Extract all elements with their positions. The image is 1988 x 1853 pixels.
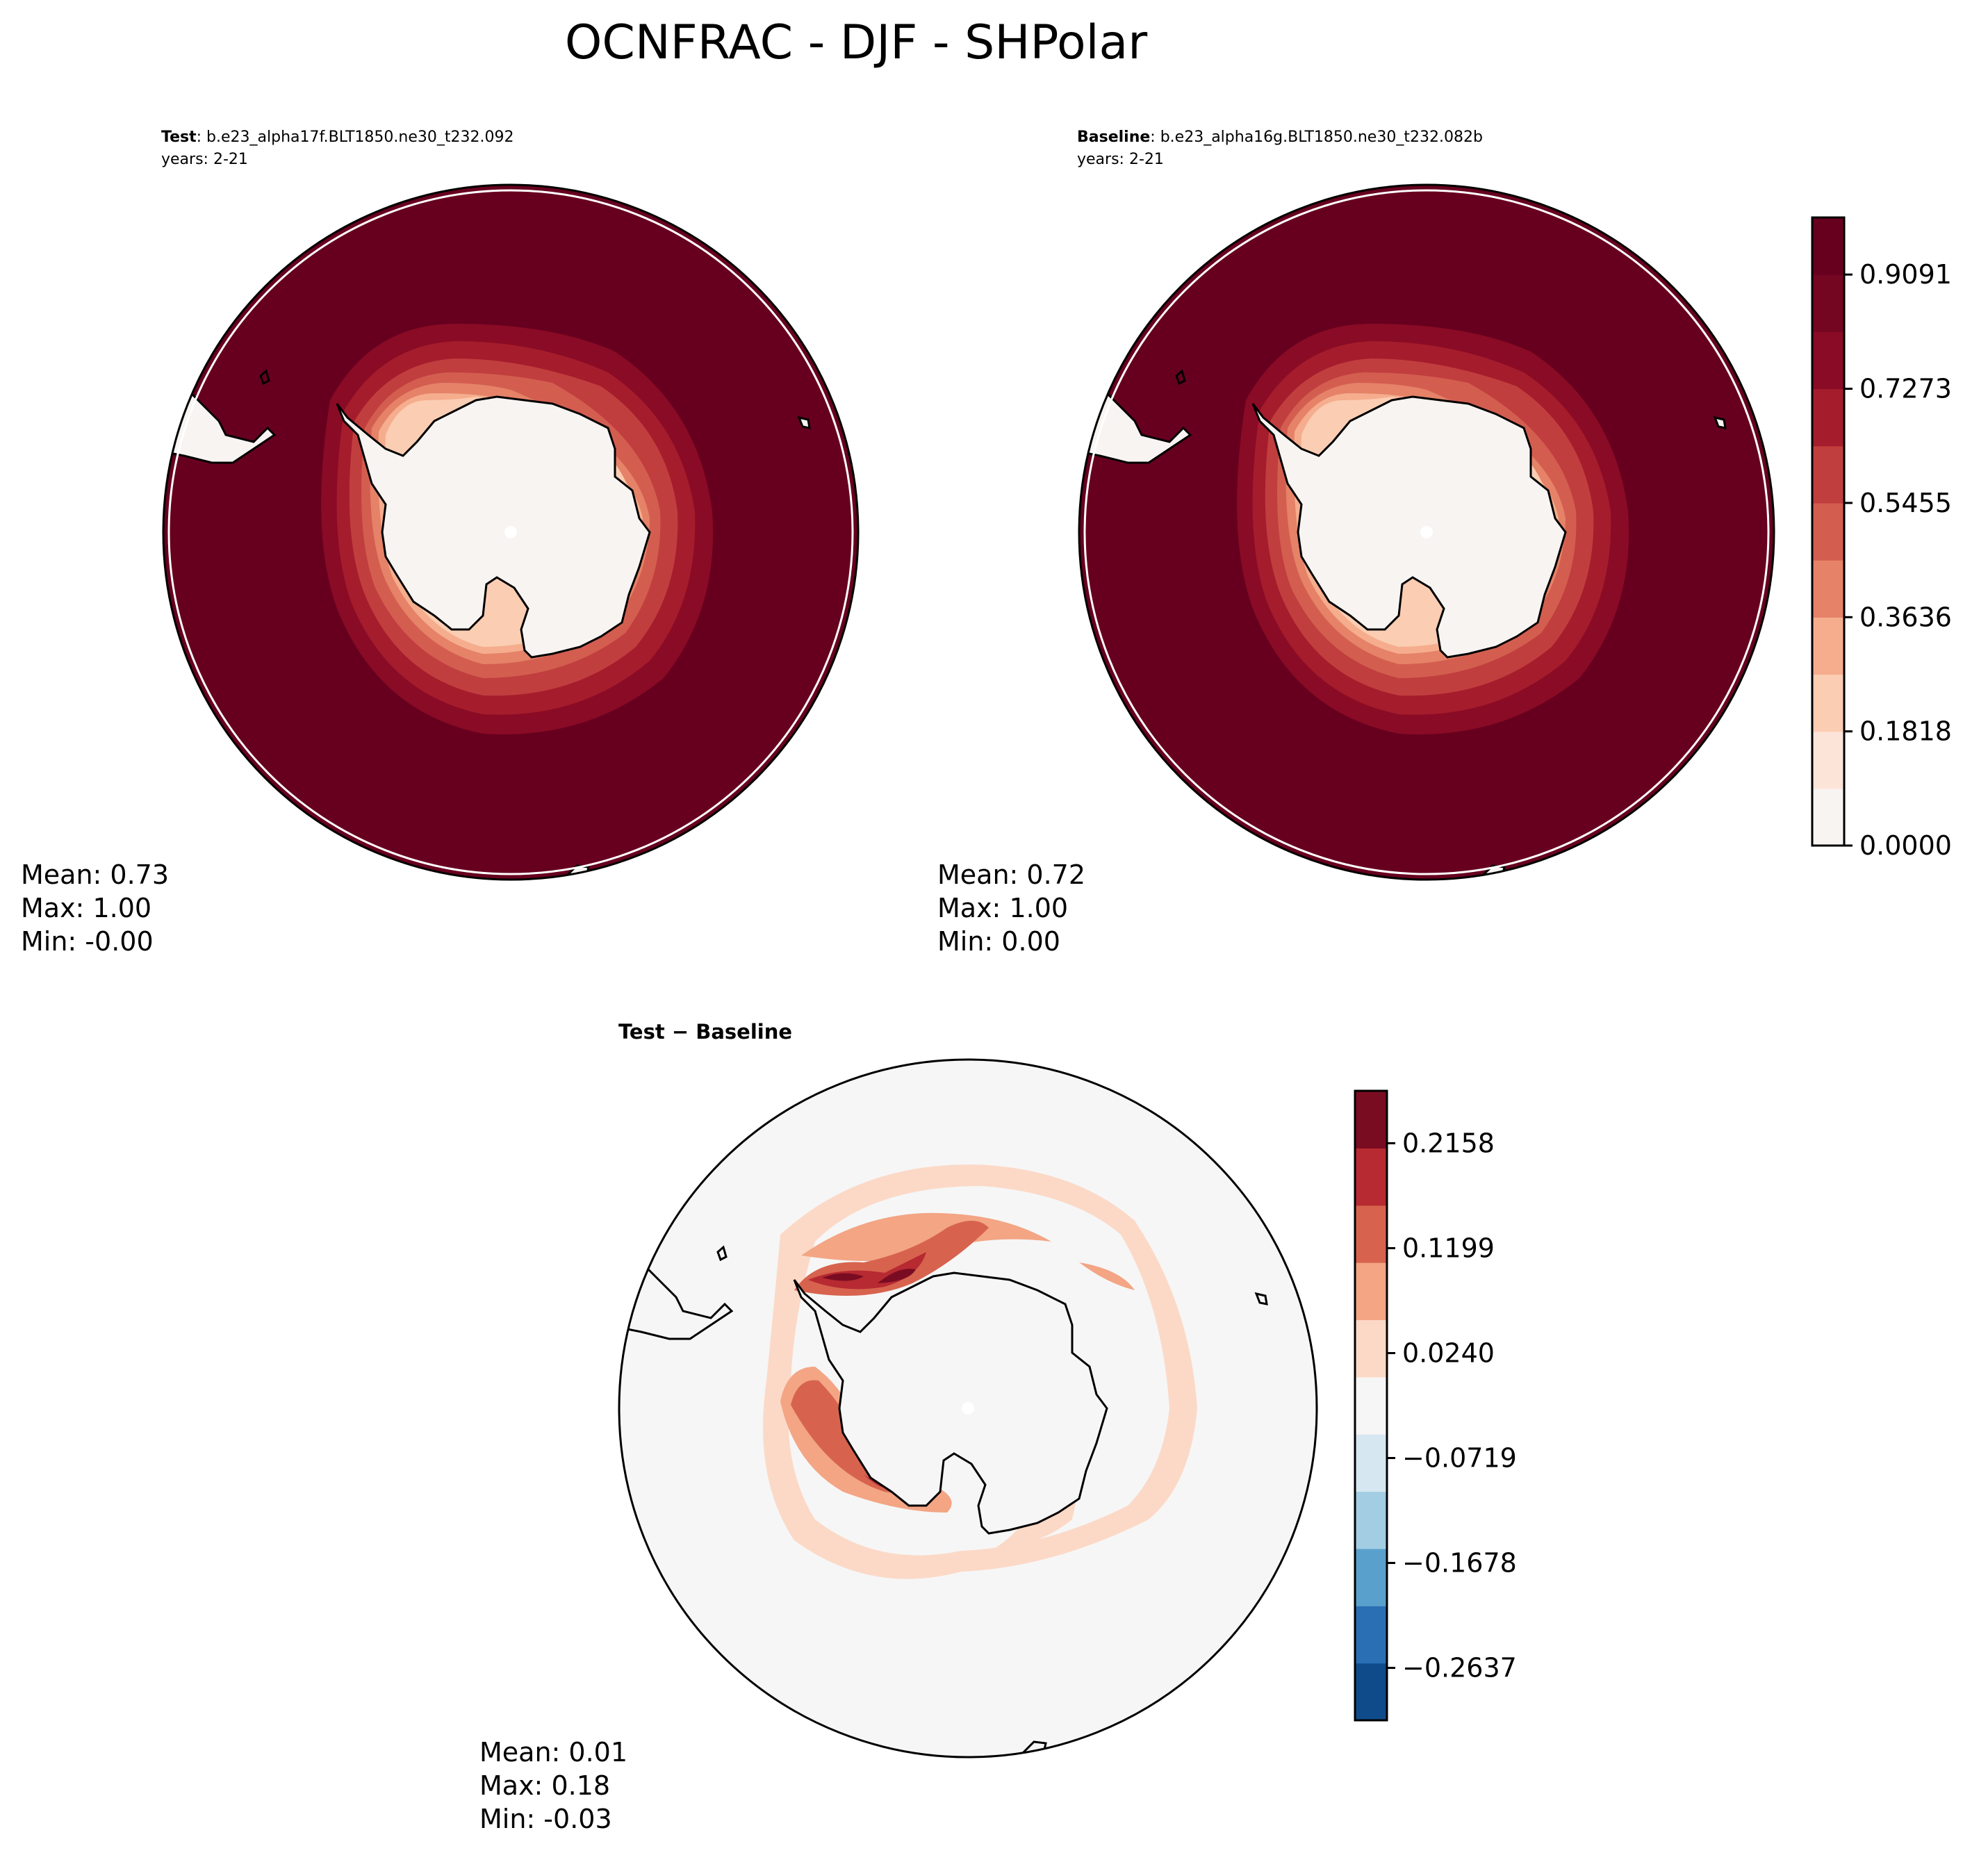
colorbar-diff-tick-label: 0.1199 xyxy=(1402,1233,1495,1263)
colorbar-diff-segment xyxy=(1355,1148,1387,1206)
test-label: Test: b.e23_alpha17f.BLT1850.ne30_t232.0… xyxy=(161,129,514,146)
baseline-boundary xyxy=(1078,183,1775,881)
colorbar-main-segment xyxy=(1812,788,1844,846)
colorbar-main-segment xyxy=(1812,674,1844,732)
diff-max: Max: 0.18 xyxy=(479,1770,610,1801)
colorbar-main-segment xyxy=(1812,560,1844,618)
colorbar-main-segment xyxy=(1812,445,1844,504)
colorbar-diff-segment xyxy=(1355,1606,1387,1664)
diff-boundary xyxy=(618,1058,1318,1759)
colorbar-diff-segment xyxy=(1355,1376,1387,1435)
colorbar-main-tick-label: 0.3636 xyxy=(1859,602,1952,632)
colorbar-diff-segment xyxy=(1355,1091,1387,1148)
colorbar-main-segment xyxy=(1812,388,1844,447)
diff-panel: Test − Baseline xyxy=(479,1020,1318,1834)
colorbar-diff-tick-label: −0.2637 xyxy=(1402,1653,1517,1683)
colorbar-main-segment xyxy=(1812,617,1844,675)
test-min: Min: -0.00 xyxy=(21,926,154,957)
test-panel: Test: b.e23_alpha17f.BLT1850.ne30_t232.0… xyxy=(21,129,872,957)
baseline-min: Min: 0.00 xyxy=(937,926,1060,957)
baseline-mean: Mean: 0.72 xyxy=(937,859,1085,890)
test-years: years: 2-21 xyxy=(161,151,248,168)
colorbar-diff-tick-label: −0.0719 xyxy=(1402,1443,1517,1474)
colorbar-diff-tick-label: −0.1678 xyxy=(1402,1548,1517,1579)
colorbar-diff-tick-label: 0.2158 xyxy=(1402,1128,1495,1158)
colorbar-diff-frame xyxy=(1354,1089,1388,1722)
colorbar-main-segment xyxy=(1812,331,1844,390)
colorbar-main-tick-label: 0.0000 xyxy=(1859,830,1952,861)
test-boundary xyxy=(162,183,860,881)
baseline-label: Baseline: b.e23_alpha16g.BLT1850.ne30_t2… xyxy=(1077,129,1483,146)
colorbar-diff-segment xyxy=(1355,1434,1387,1492)
colorbar-diff-segment xyxy=(1355,1319,1387,1378)
baseline-map xyxy=(1065,171,1788,893)
colorbar-diff-segment xyxy=(1355,1491,1387,1549)
test-max: Max: 1.00 xyxy=(21,893,151,923)
colorbar-diff-segment xyxy=(1355,1262,1387,1321)
diff-mean: Mean: 0.01 xyxy=(479,1737,627,1768)
diff-min: Min: -0.03 xyxy=(479,1804,612,1834)
colorbar-main-tick-label: 0.5455 xyxy=(1859,488,1952,518)
colorbar-main-segment xyxy=(1812,731,1844,789)
colorbar-diff-segment xyxy=(1355,1663,1387,1721)
colorbar-main: 0.0000 0.1818 0.3636 0.5455 0.7273 0.9091 xyxy=(1811,216,1952,861)
baseline-years: years: 2-21 xyxy=(1077,151,1164,168)
diff-map xyxy=(619,1060,1317,1757)
colorbar-main-segment xyxy=(1812,274,1844,332)
colorbar-main-tick-label: 0.7273 xyxy=(1859,374,1952,404)
colorbar-main-tick-label: 0.1818 xyxy=(1859,716,1952,747)
colorbar-main-tick-label: 0.9091 xyxy=(1859,259,1952,290)
colorbar-main-segment xyxy=(1812,502,1844,561)
colorbar-main-segment xyxy=(1812,217,1844,275)
colorbar-diff: −0.2637 −0.1678 −0.0719 0.0240 0.1199 0.2158 xyxy=(1354,1089,1517,1722)
baseline-max: Max: 1.00 xyxy=(937,893,1068,923)
test-map xyxy=(149,171,872,893)
colorbar-main-frame xyxy=(1811,216,1846,847)
baseline-panel: Baseline: b.e23_alpha16g.BLT1850.ne30_t2… xyxy=(937,129,1788,957)
figure-title: OCNFRAC - DJF - SHPolar xyxy=(565,15,1147,70)
colorbar-diff-segment xyxy=(1355,1205,1387,1263)
test-mean: Mean: 0.73 xyxy=(21,859,169,890)
diff-label: Test − Baseline xyxy=(618,1020,792,1044)
colorbar-diff-segment xyxy=(1355,1548,1387,1606)
colorbar-diff-tick-label: 0.0240 xyxy=(1402,1337,1495,1368)
